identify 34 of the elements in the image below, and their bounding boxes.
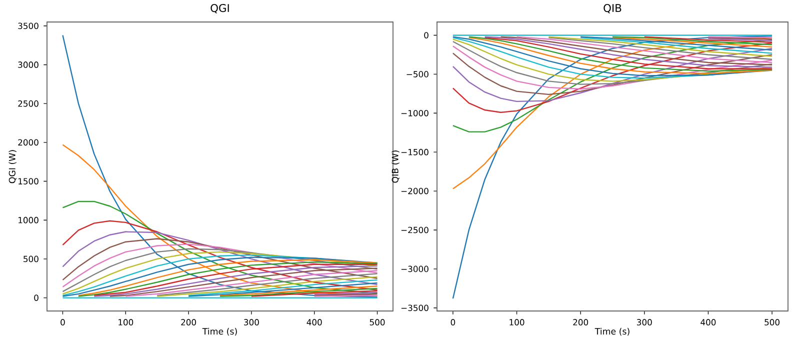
- y-tick-label: −3000: [401, 266, 428, 272]
- chart-title: QIB: [604, 4, 622, 14]
- y-tick-label: −1500: [401, 148, 428, 156]
- x-tick-label: 0: [60, 319, 65, 326]
- x-tick-label: 400: [306, 319, 322, 326]
- y-tick-label: 3500: [18, 22, 38, 30]
- y-tick-label: 0: [424, 32, 428, 38]
- y-tick-label: 1500: [18, 178, 38, 184]
- x-tick-label: 500: [370, 319, 385, 326]
- y-tick-label: −500: [406, 71, 428, 78]
- y-tick-label: 2000: [18, 139, 38, 146]
- y-tick-label: 2500: [18, 100, 38, 107]
- y-tick-label: −2000: [401, 188, 428, 194]
- x-tick-label: 200: [573, 319, 588, 326]
- x-axis-title: Time (s): [594, 328, 630, 336]
- x-tick-label: 300: [244, 319, 259, 326]
- y-tick-label: 3000: [18, 62, 38, 68]
- y-tick-label: 0: [34, 294, 38, 301]
- x-tick-label: 200: [181, 319, 196, 326]
- x-axis-title: Time (s): [202, 328, 237, 336]
- y-axis-title: QGI (W): [8, 150, 16, 184]
- y-tick-label: 500: [24, 256, 38, 262]
- y-tick-label: −3500: [401, 304, 428, 312]
- y-tick-label: −1000: [401, 110, 428, 116]
- x-tick-label: 0: [450, 319, 456, 326]
- x-tick-label: 400: [700, 319, 716, 326]
- x-tick-label: 100: [510, 319, 524, 326]
- x-tick-label: 100: [118, 319, 134, 326]
- y-tick-label: −2500: [401, 226, 428, 234]
- y-axis-title: QIB (W): [392, 150, 400, 183]
- chart-title: QGI: [210, 4, 229, 14]
- x-tick-label: 300: [637, 319, 652, 326]
- y-tick-label: 1000: [18, 216, 38, 224]
- x-tick-label: 500: [764, 319, 780, 326]
